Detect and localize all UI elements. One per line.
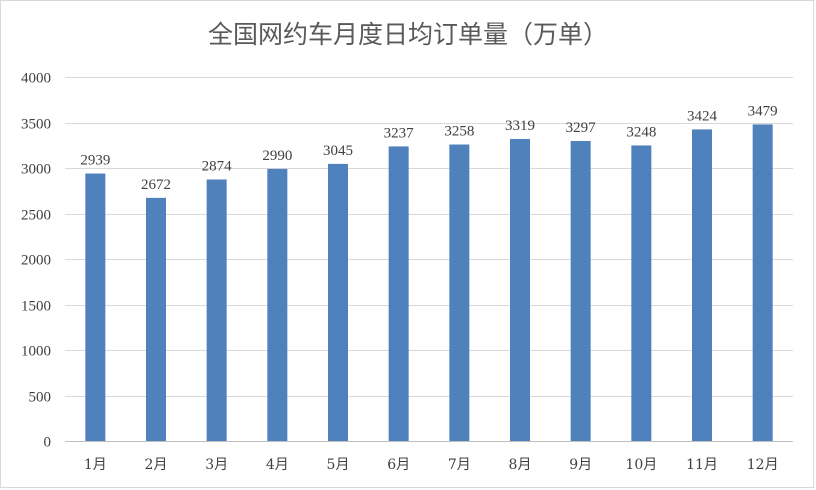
bar	[388, 146, 409, 442]
bar	[85, 173, 106, 441]
chart-title: 全国网约车月度日均订单量（万单）	[208, 20, 608, 49]
x-tick-label: 5月	[327, 457, 350, 473]
y-tick-label: 3000	[21, 162, 51, 178]
x-tick-label: 7月	[448, 457, 471, 473]
y-tick-label: 1000	[21, 344, 51, 360]
x-tick-label: 6月	[387, 457, 410, 473]
data-label: 3258	[444, 124, 474, 140]
bar	[510, 138, 530, 441]
x-tick-label: 4月	[266, 457, 289, 473]
data-label: 3424	[687, 108, 718, 124]
data-label: 3248	[626, 124, 656, 140]
x-axis-tick-labels: 1月 2月 3月 4月 5月 6月 7月 8月 9月 10月 11月 12月	[84, 457, 779, 473]
x-tick-label: 1月	[84, 457, 107, 473]
y-tick-label: 4000	[21, 71, 51, 87]
y-tick-label: 2000	[21, 253, 51, 269]
bars	[85, 124, 773, 442]
x-tick-label: 10月	[625, 457, 657, 473]
x-tick-label: 2月	[145, 457, 168, 473]
data-label: 3237	[384, 125, 415, 141]
x-tick-label: 11月	[686, 457, 718, 473]
y-tick-label: 0	[44, 435, 52, 451]
data-label: 2672	[141, 177, 171, 193]
data-label: 2990	[262, 148, 292, 164]
data-label: 2874	[202, 158, 233, 174]
data-label: 3479	[748, 103, 778, 119]
bar	[692, 129, 712, 441]
bar	[206, 179, 227, 441]
y-tick-label: 3500	[21, 117, 51, 133]
x-tick-label: 12月	[747, 457, 779, 473]
data-label: 3319	[505, 118, 535, 134]
bar	[449, 144, 470, 441]
x-tick-label: 9月	[569, 457, 592, 473]
data-label: 2939	[80, 153, 110, 169]
data-labels: 2939 2672 2874 2990 3045 3237 3258 3319 3297 3248…	[80, 103, 777, 192]
bar	[752, 124, 773, 441]
x-tick-label: 8月	[509, 457, 532, 473]
gridlines	[65, 77, 793, 442]
data-label: 3297	[566, 120, 597, 136]
bar	[631, 145, 652, 441]
y-axis-tick-labels: 0 500 1000 1500 2000 2500 3000 3500 4000	[21, 71, 51, 451]
bar	[146, 197, 166, 441]
x-tick-label: 3月	[205, 457, 228, 473]
y-tick-label: 2500	[21, 208, 51, 224]
bar	[570, 140, 591, 441]
y-tick-label: 1500	[21, 299, 51, 315]
bar	[328, 163, 348, 441]
data-label: 3045	[323, 143, 353, 159]
bar	[267, 168, 288, 441]
y-tick-label: 500	[29, 390, 52, 406]
